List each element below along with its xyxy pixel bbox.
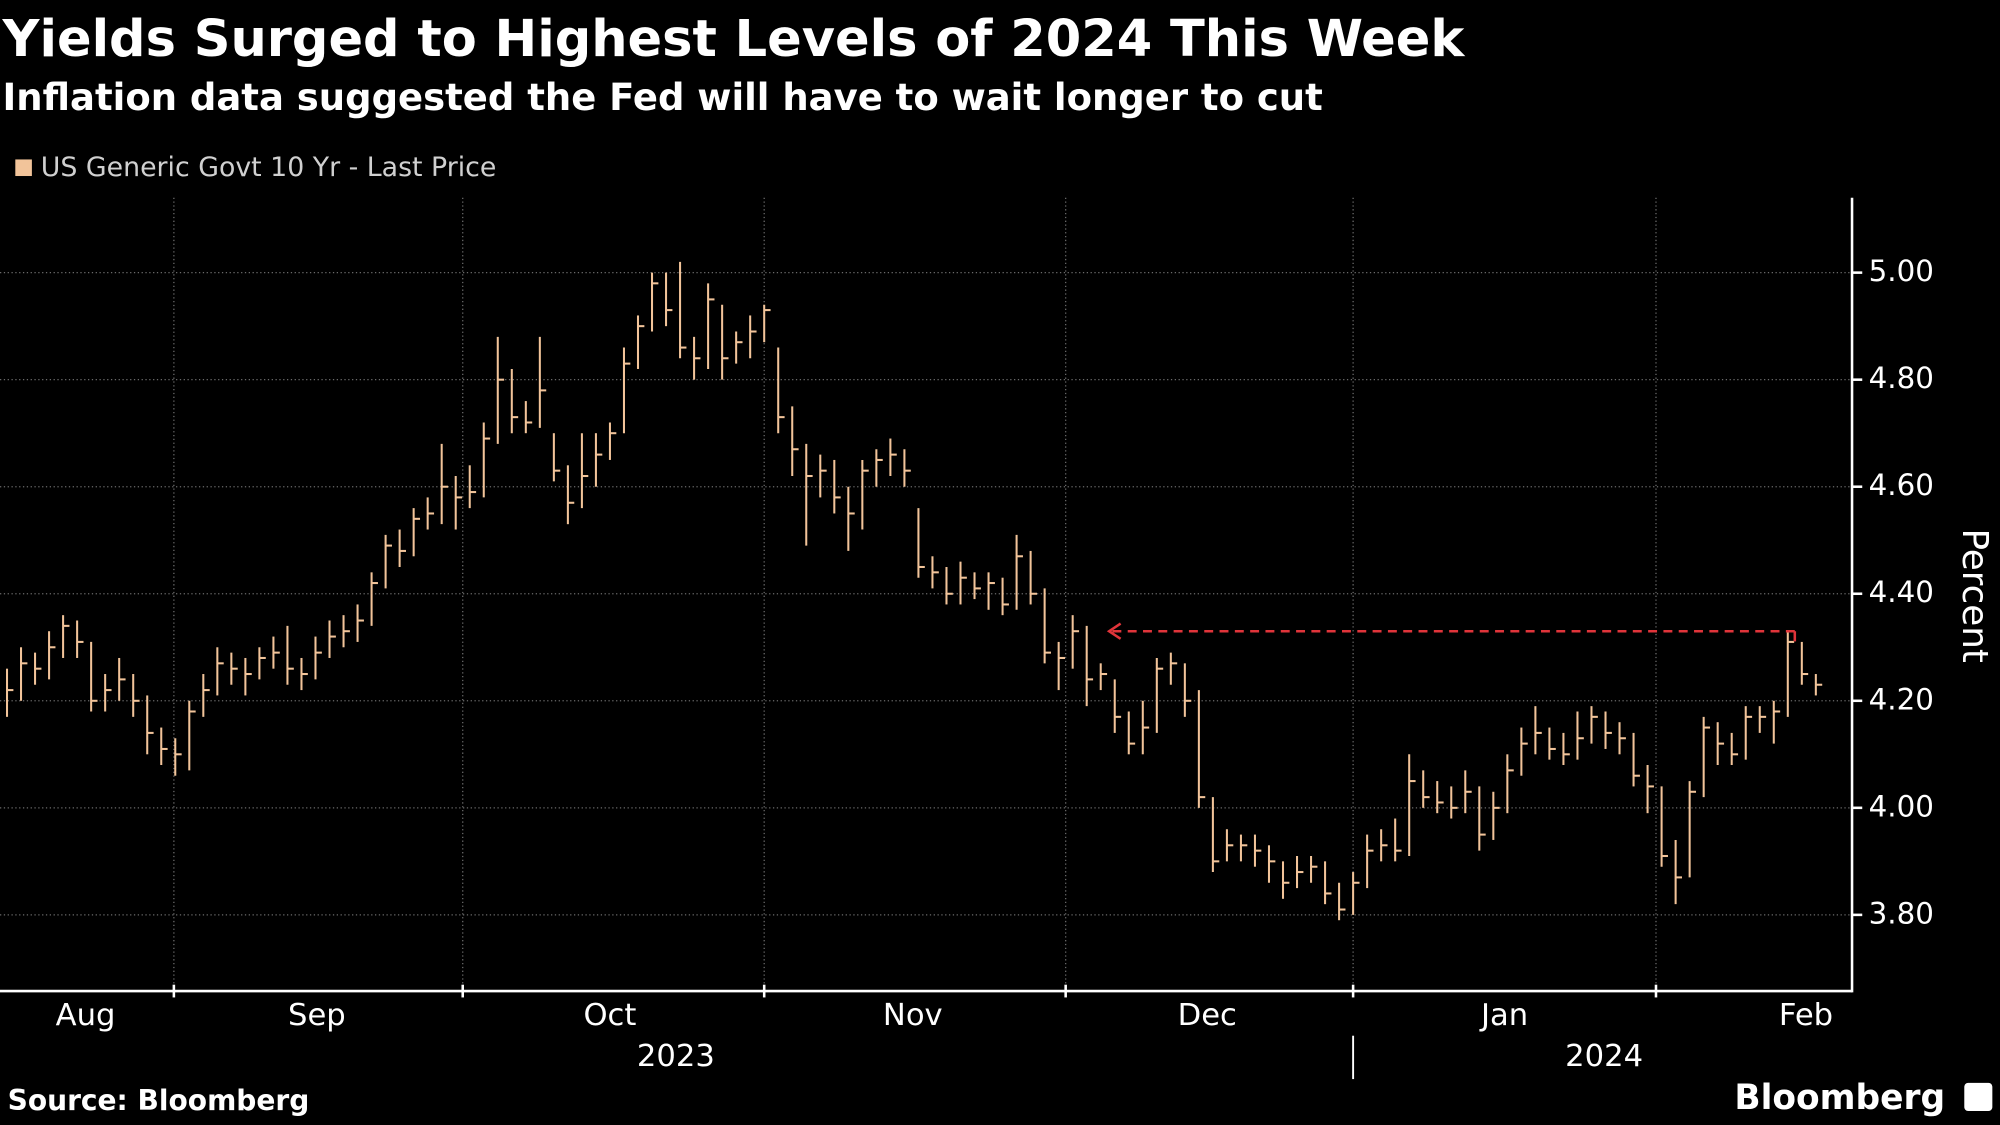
y-tick-label: 5.00 — [1869, 254, 1934, 288]
y-tick-label: 4.80 — [1869, 361, 1934, 395]
y-tick-label: 4.60 — [1869, 468, 1934, 502]
annotation-arrowhead — [1106, 622, 1122, 640]
x-tick-label: Jan — [1479, 998, 1528, 1033]
x-tick-label: Oct — [583, 998, 636, 1033]
x-tick-label: Feb — [1779, 998, 1833, 1033]
brand-icon — [1964, 1082, 1993, 1111]
y-axis-label: Percent — [1954, 528, 1995, 662]
legend-label: US Generic Govt 10 Yr - Last Price — [41, 152, 497, 183]
y-tick-label: 4.00 — [1869, 789, 1934, 823]
x-tick-label: Nov — [883, 998, 943, 1033]
y-tick-label: 4.20 — [1869, 682, 1934, 716]
x-tick-label: Dec — [1178, 998, 1237, 1033]
chart-subtitle: Inflation data suggested the Fed will ha… — [3, 76, 1323, 119]
x-tick-label: Aug — [56, 998, 116, 1033]
chart-title: Yields Surged to Highest Levels of 2024 … — [2, 10, 1466, 69]
year-label: 2024 — [1565, 1039, 1643, 1074]
year-label: 2023 — [637, 1039, 715, 1074]
x-tick-label: Sep — [288, 998, 346, 1033]
y-tick-label: 4.40 — [1869, 575, 1934, 609]
brand: Bloomberg — [1734, 1078, 1945, 1118]
legend-swatch — [15, 159, 32, 177]
y-tick-label: 3.80 — [1869, 896, 1934, 930]
source: Source: Bloomberg — [8, 1084, 310, 1117]
